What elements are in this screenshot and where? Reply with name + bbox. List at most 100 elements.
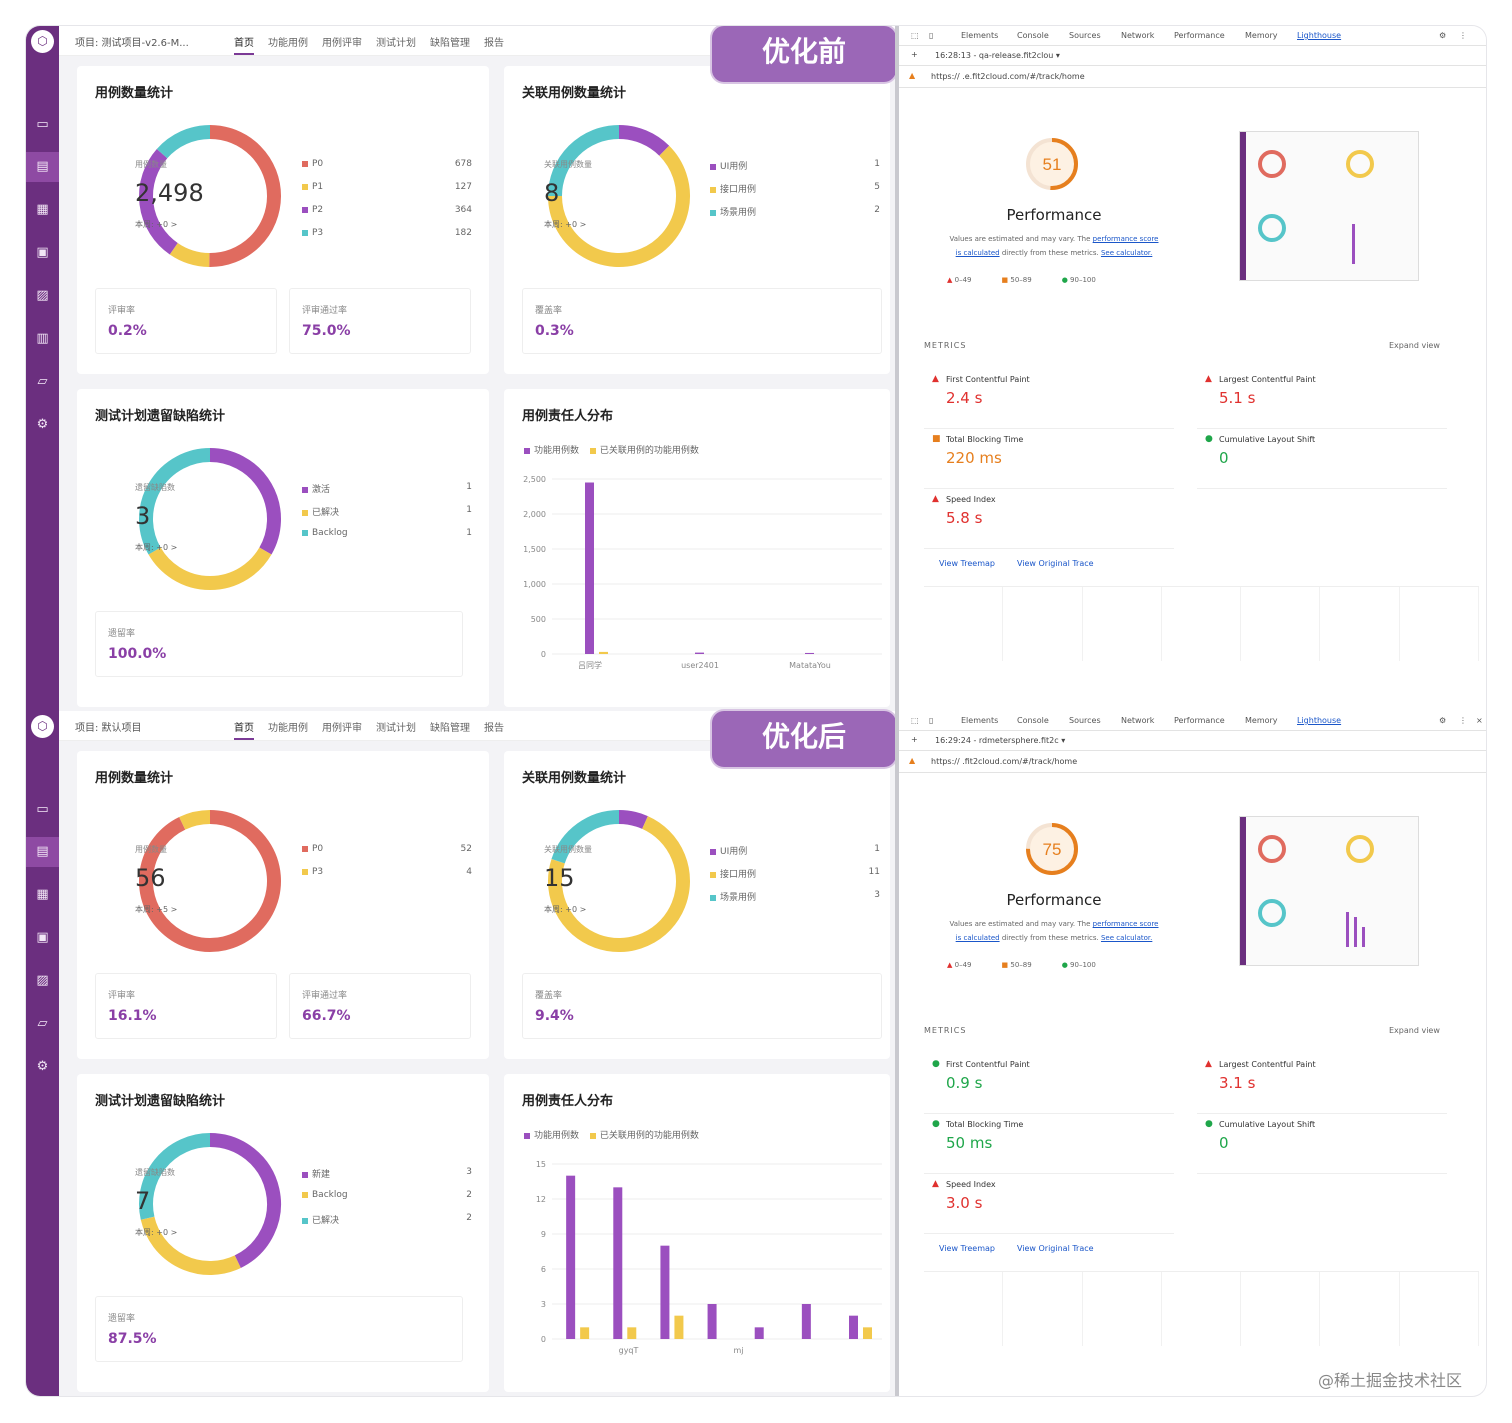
tab-home[interactable]: 首页 [234, 719, 254, 740]
score-link[interactable]: performance score [1092, 235, 1159, 243]
report-icon[interactable]: ▥ [36, 331, 49, 346]
score-link[interactable]: performance score [1092, 920, 1159, 928]
more-icon[interactable]: ⋮ [1459, 31, 1467, 40]
legend-swatch [302, 1191, 308, 1198]
logo-icon: ⬡ [31, 715, 54, 738]
tab-network[interactable]: Network [1121, 31, 1155, 40]
dashboard: 项目: 默认项目 首页 功能用例 用例评审 测试计划 缺陷管理 报告 用例数量统… [59, 711, 895, 1396]
desc-text: Values are estimated and may vary. The [949, 235, 1091, 243]
tab-home[interactable]: 首页 [234, 34, 254, 55]
clipboard-icon[interactable]: ▤ [26, 837, 59, 867]
chart-icon[interactable]: ▨ [36, 288, 49, 303]
report-selector[interactable]: 16:28:13 - qa-release.fit2clou ▾ [935, 51, 1060, 60]
bar-legend: 功能用例数 已关联用例的功能用例数 [524, 1128, 824, 1141]
expand-view-toggle[interactable]: Expand view [1389, 1026, 1440, 1035]
film-frame [1241, 1272, 1321, 1346]
review-rate-box: 评审率 16.1% [95, 973, 277, 1039]
project-selector[interactable]: 项目: 默认项目 [75, 723, 142, 734]
tab-defects[interactable]: 缺陷管理 [430, 723, 470, 734]
calculator-link[interactable]: See calculator. [1100, 249, 1153, 257]
tab-memory[interactable]: Memory [1245, 31, 1278, 40]
folder-icon[interactable]: ▱ [37, 374, 48, 389]
tab-test-plan[interactable]: 测试计划 [376, 723, 416, 734]
chart-icon[interactable]: ▨ [36, 973, 49, 988]
legend-name: 场景用例 [720, 208, 757, 218]
tab-lighthouse[interactable]: Lighthouse [1297, 716, 1342, 725]
folder-icon[interactable]: ▱ [37, 1016, 48, 1031]
tab-network[interactable]: Network [1121, 716, 1155, 725]
inspect-icon[interactable]: ⬚ [911, 716, 919, 725]
project-selector[interactable]: 项目: 测试项目-v2.6-M... [75, 38, 189, 49]
more-icon[interactable]: ⋮ [1459, 716, 1467, 725]
settings-icon[interactable]: ⚙ [36, 417, 49, 432]
view-treemap-link[interactable]: View Treemap [939, 559, 995, 568]
tab-defects[interactable]: 缺陷管理 [430, 38, 470, 49]
after-section: ⬡ ▭ ▤ ▦ ▣ ▨ ▱ ⚙ 项目: 默认项目 首页 功能用例 用例评审 测试… [26, 711, 1486, 1396]
donut-week[interactable]: 本周: +0 > [135, 543, 178, 552]
view-trace-link[interactable]: View Original Trace [1016, 559, 1094, 568]
api-icon[interactable]: ▦ [36, 887, 49, 902]
clipboard-icon[interactable]: ▤ [26, 152, 59, 182]
calculator-link[interactable]: See calculator. [1100, 934, 1153, 942]
tab-sources[interactable]: Sources [1069, 31, 1101, 40]
gear-icon[interactable]: ⚙ [1439, 31, 1447, 40]
gear-icon[interactable]: ⚙ [1439, 716, 1447, 725]
add-icon[interactable]: + [911, 735, 918, 744]
y-tick-label: 2,500 [523, 475, 546, 484]
ui-icon[interactable]: ▣ [36, 245, 49, 260]
tab-sources[interactable]: Sources [1069, 716, 1101, 725]
status-icon: ● [1205, 434, 1213, 444]
tab-elements[interactable]: Elements [961, 31, 999, 40]
device-icon[interactable]: ▯ [929, 31, 934, 40]
inspect-icon[interactable]: ⬚ [911, 31, 919, 40]
calc-link[interactable]: is calculated [955, 934, 1000, 942]
watermark: @稀土掘金技术社区 [1318, 1371, 1463, 1390]
device-icon[interactable]: ▯ [929, 716, 934, 725]
donut-week[interactable]: 本周: +0 > [135, 220, 178, 229]
legend-value: 11 [868, 867, 880, 877]
tab-report[interactable]: 报告 [484, 723, 504, 734]
api-icon[interactable]: ▦ [36, 202, 49, 217]
donut-week[interactable]: 本周: +0 > [544, 905, 587, 914]
bar-legend: 功能用例数 已关联用例的功能用例数 [524, 443, 824, 456]
range-good: ● 90–100 [1061, 276, 1096, 284]
tab-lighthouse[interactable]: Lighthouse [1297, 31, 1342, 40]
y-tick-label: 12 [536, 1195, 546, 1204]
tab-functional-cases[interactable]: 功能用例 [268, 38, 308, 49]
tab-performance[interactable]: Performance [1174, 716, 1225, 725]
tab-case-review[interactable]: 用例评审 [322, 723, 362, 734]
tab-memory[interactable]: Memory [1245, 716, 1278, 725]
tab-performance[interactable]: Performance [1174, 31, 1225, 40]
ui-icon[interactable]: ▣ [36, 930, 49, 945]
tab-functional-cases[interactable]: 功能用例 [268, 723, 308, 734]
tab-case-review[interactable]: 用例评审 [322, 38, 362, 49]
monitor-icon[interactable]: ▭ [36, 802, 49, 817]
close-icon[interactable]: × [1476, 716, 1483, 725]
calc-link[interactable]: is calculated [955, 249, 1000, 257]
report-selector[interactable]: 16:29:24 - rdmetersphere.fit2c ▾ [935, 736, 1066, 745]
metric-label: Largest Contentful Paint [1219, 375, 1316, 384]
view-trace-link[interactable]: View Original Trace [1016, 1244, 1094, 1253]
tab-console[interactable]: Console [1017, 31, 1049, 40]
tab-report[interactable]: 报告 [484, 38, 504, 49]
donut-week[interactable]: 本周: +0 > [544, 220, 587, 229]
metric: ■ Total Blocking Time 220 ms [924, 431, 1174, 489]
legend-row: 激活 1 [302, 482, 472, 496]
settings-icon[interactable]: ⚙ [36, 1059, 49, 1074]
expand-view-toggle[interactable]: Expand view [1389, 341, 1440, 350]
view-treemap-link[interactable]: View Treemap [939, 1244, 995, 1253]
legend-swatch [302, 868, 308, 875]
film-frame [1241, 587, 1321, 661]
tab-console[interactable]: Console [1017, 716, 1049, 725]
legend-swatch [302, 160, 308, 167]
add-icon[interactable]: + [911, 50, 918, 59]
score-ranges: ▲ 0–49 ■ 50–89 ● 90–100 [947, 276, 1096, 284]
tab-elements[interactable]: Elements [961, 716, 999, 725]
metric: ● Cumulative Layout Shift 0 [1197, 431, 1447, 489]
monitor-icon[interactable]: ▭ [36, 117, 49, 132]
donut-week[interactable]: 本周: +0 > [135, 1228, 178, 1237]
devtools-panel: ⬚ ▯ Elements Console Sources Network Per… [895, 26, 1486, 711]
tab-test-plan[interactable]: 测试计划 [376, 38, 416, 49]
case-count-donut: 用例数量 56 本周: +5 > [135, 806, 285, 956]
donut-week[interactable]: 本周: +5 > [135, 905, 178, 914]
